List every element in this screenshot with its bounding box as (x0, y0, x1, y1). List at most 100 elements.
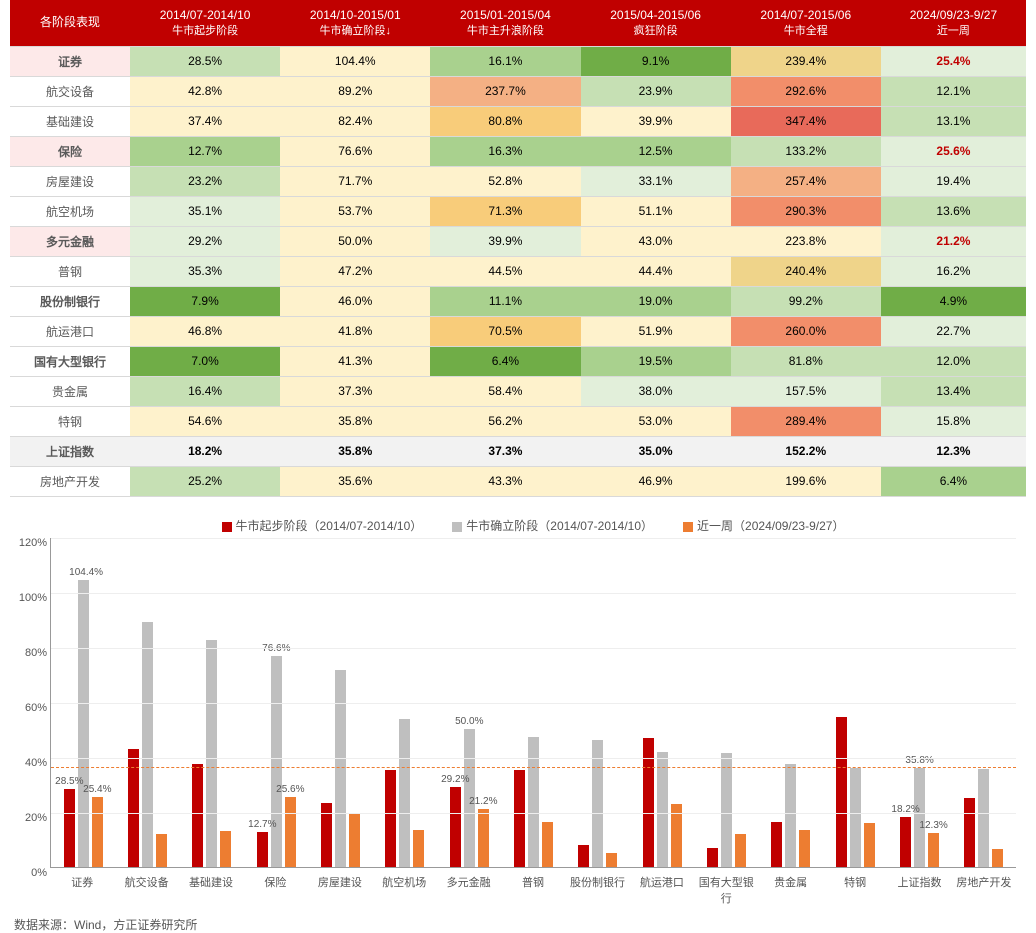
heat-cell: 53.7% (280, 196, 430, 226)
heat-cell: 16.2% (881, 256, 1026, 286)
bar (864, 823, 875, 866)
row-label: 房屋建设 (10, 166, 130, 196)
bar-value-label: 12.3% (919, 820, 947, 831)
chart-x-axis-labels: 证券航交设备基础建设保险房屋建设航空机场多元金融普钢股份制银行航运港口国有大型银… (50, 868, 1016, 906)
table-row: 房地产开发25.2%35.6%43.3%46.9%199.6%6.4% (10, 466, 1026, 496)
gridline (51, 648, 1016, 649)
bar (399, 719, 410, 867)
heat-cell: 12.0% (881, 346, 1026, 376)
x-tick-label: 房地产开发 (952, 868, 1016, 906)
bar (514, 770, 525, 867)
row-label: 上证指数 (10, 436, 130, 466)
heat-cell: 11.1% (430, 286, 580, 316)
y-tick-label: 100% (13, 592, 47, 604)
heat-cell: 38.0% (581, 376, 731, 406)
heat-cell: 21.2% (881, 226, 1026, 256)
heat-cell: 71.3% (430, 196, 580, 226)
row-label: 房地产开发 (10, 466, 130, 496)
x-tick-label: 上证指数 (887, 868, 951, 906)
table-row: 上证指数18.2%35.8%37.3%35.0%152.2%12.3% (10, 436, 1026, 466)
legend-label: 牛市确立阶段（2014/07-2014/10） (466, 519, 653, 533)
table-row: 贵金属16.4%37.3%58.4%38.0%157.5%13.4% (10, 376, 1026, 406)
heat-cell: 71.7% (280, 166, 430, 196)
heat-cell: 6.4% (881, 466, 1026, 496)
bar-value-label: 28.5% (55, 776, 83, 787)
heat-cell: 12.5% (581, 136, 731, 166)
heat-cell: 47.2% (280, 256, 430, 286)
heat-cell: 51.1% (581, 196, 731, 226)
legend-item: 牛市起步阶段（2014/07-2014/10） (222, 517, 423, 534)
heat-cell: 33.1% (581, 166, 731, 196)
heat-cell: 58.4% (430, 376, 580, 406)
heat-cell: 70.5% (430, 316, 580, 346)
heat-cell: 292.6% (731, 76, 881, 106)
row-label: 国有大型银行 (10, 346, 130, 376)
heat-cell: 35.1% (130, 196, 280, 226)
y-tick-label: 20% (13, 812, 47, 824)
heat-cell: 29.2% (130, 226, 280, 256)
column-phase: 牛市确立阶段↓ (284, 24, 426, 38)
table-row: 航空机场35.1%53.7%71.3%51.1%290.3%13.6% (10, 196, 1026, 226)
bar-value-label: 104.4% (69, 567, 103, 578)
heat-cell: 43.0% (581, 226, 731, 256)
heat-cell: 46.0% (280, 286, 430, 316)
performance-heatmap-table: 各阶段表现2014/07-2014/10牛市起步阶段2014/10-2015/0… (10, 0, 1026, 497)
bar (771, 822, 782, 867)
heat-cell: 46.8% (130, 316, 280, 346)
heat-cell: 53.0% (581, 406, 731, 436)
x-tick-label: 航运港口 (630, 868, 694, 906)
bar (349, 814, 360, 867)
table-row: 国有大型银行7.0%41.3%6.4%19.5%81.8%12.0% (10, 346, 1026, 376)
column-period: 2014/07-2015/06 (760, 8, 851, 22)
column-header: 2024/09/23-9/27近一周 (881, 0, 1026, 46)
x-tick-label: 多元金融 (436, 868, 500, 906)
table-row: 特钢54.6%35.8%56.2%53.0%289.4%15.8% (10, 406, 1026, 436)
x-tick-label: 航交设备 (114, 868, 178, 906)
heat-cell: 76.6% (280, 136, 430, 166)
table-row: 航交设备42.8%89.2%237.7%23.9%292.6%12.1% (10, 76, 1026, 106)
chart-legend: 牛市起步阶段（2014/07-2014/10） 牛市确立阶段（2014/07-20… (50, 517, 1016, 534)
column-header: 2015/01-2015/04牛市主升浪阶段 (430, 0, 580, 46)
bar (964, 798, 975, 867)
bar (914, 768, 925, 866)
heat-cell: 12.3% (881, 436, 1026, 466)
bar (928, 833, 939, 867)
heat-cell: 25.6% (881, 136, 1026, 166)
legend-item: 牛市确立阶段（2014/07-2014/10） (452, 517, 653, 534)
heat-cell: 22.7% (881, 316, 1026, 346)
y-tick-label: 120% (13, 537, 47, 549)
heat-cell: 39.9% (430, 226, 580, 256)
heat-cell: 157.5% (731, 376, 881, 406)
gridline (51, 758, 1016, 759)
gridline (51, 593, 1016, 594)
x-tick-label: 特钢 (823, 868, 887, 906)
bar (450, 787, 461, 867)
legend-swatch (452, 522, 462, 532)
x-tick-label: 房屋建设 (308, 868, 372, 906)
heat-cell: 260.0% (731, 316, 881, 346)
legend-item: 近一周（2024/09/23-9/27） (683, 517, 844, 534)
table-row: 多元金融29.2%50.0%39.9%43.0%223.8%21.2% (10, 226, 1026, 256)
row-label: 基础建设 (10, 106, 130, 136)
heat-cell: 35.8% (280, 436, 430, 466)
column-phase: 牛市起步阶段 (134, 24, 276, 38)
bar (850, 768, 861, 866)
heat-cell: 9.1% (581, 46, 731, 76)
row-header-label: 各阶段表现 (10, 0, 130, 46)
x-tick-label: 基础建设 (179, 868, 243, 906)
heat-cell: 42.8% (130, 76, 280, 106)
heat-cell: 56.2% (430, 406, 580, 436)
heat-cell: 54.6% (130, 406, 280, 436)
row-label: 证券 (10, 46, 130, 76)
heat-cell: 104.4% (280, 46, 430, 76)
column-phase: 近一周 (885, 24, 1022, 38)
chart-plot-area: 28.5%104.4%25.4%12.7%76.6%25.6%29.2%50.0… (50, 538, 1016, 868)
bar (413, 830, 424, 867)
bar (528, 737, 539, 867)
row-label: 股份制银行 (10, 286, 130, 316)
heat-cell: 46.9% (581, 466, 731, 496)
bar (735, 834, 746, 867)
bar (606, 853, 617, 866)
bar (978, 769, 989, 867)
x-tick-label: 保险 (243, 868, 307, 906)
